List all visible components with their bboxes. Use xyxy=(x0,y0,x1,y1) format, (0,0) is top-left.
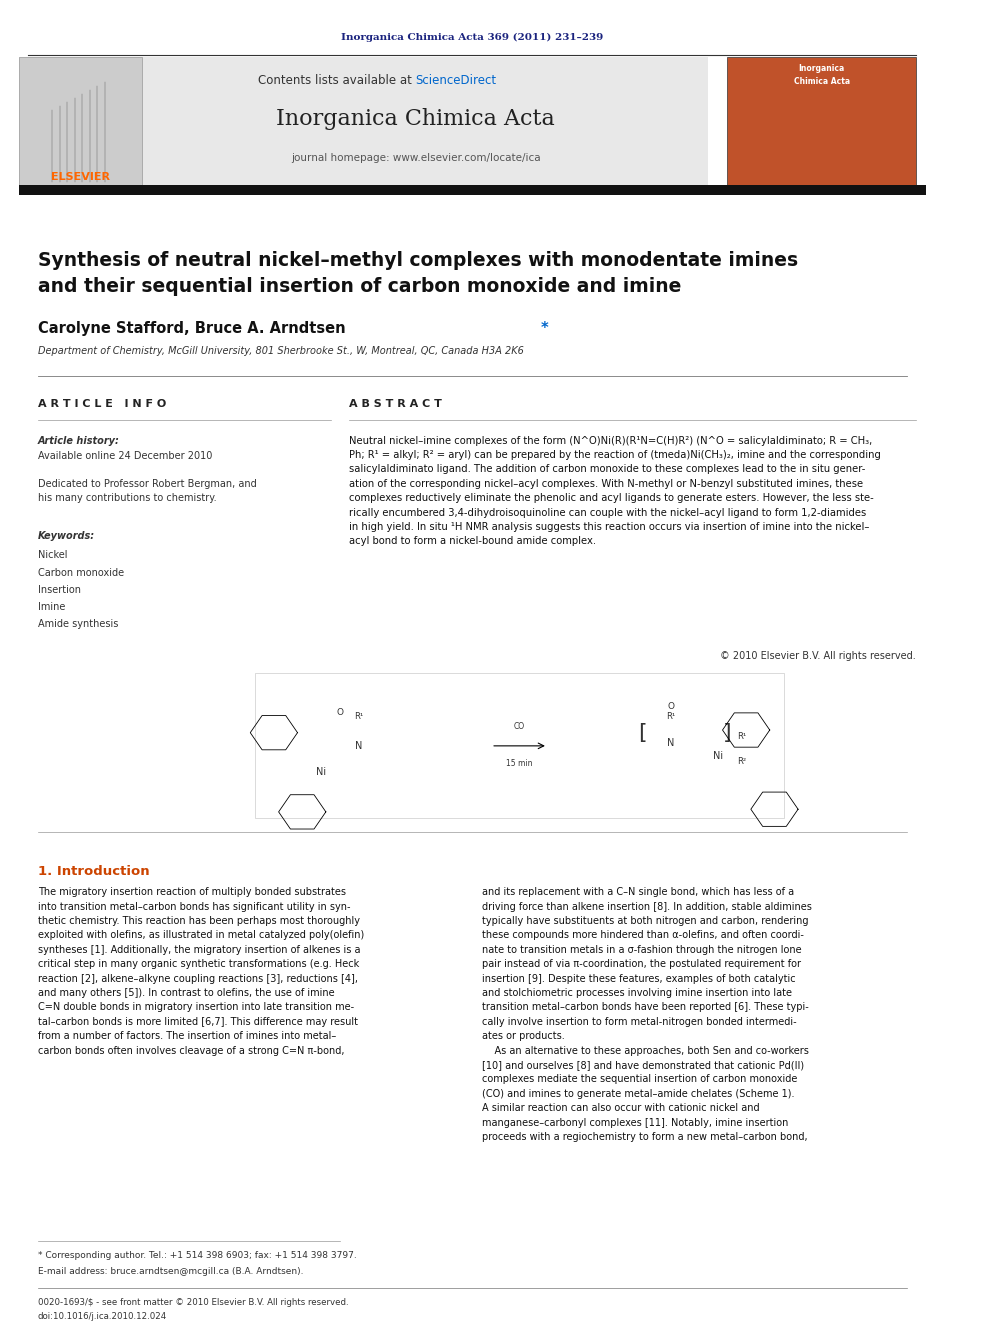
Bar xyxy=(19,57,142,189)
Text: *: * xyxy=(541,320,548,336)
Text: Inorganica Chimica Acta: Inorganica Chimica Acta xyxy=(276,107,555,130)
Text: and its replacement with a C–N single bond, which has less of a
driving force th: and its replacement with a C–N single bo… xyxy=(482,888,811,1142)
Text: Available online 24 December 2010: Available online 24 December 2010 xyxy=(38,451,212,462)
Text: Insertion: Insertion xyxy=(38,585,80,595)
Text: Ni: Ni xyxy=(712,751,723,762)
Text: Dedicated to Professor Robert Bergman, and
his many contributions to chemistry.: Dedicated to Professor Robert Bergman, a… xyxy=(38,479,257,503)
Bar xyxy=(727,57,917,189)
Text: N: N xyxy=(667,738,675,749)
Text: A R T I C L E   I N F O: A R T I C L E I N F O xyxy=(38,398,166,409)
Text: Carbon monoxide: Carbon monoxide xyxy=(38,568,124,578)
Text: journal homepage: www.elsevier.com/locate/ica: journal homepage: www.elsevier.com/locat… xyxy=(291,153,541,164)
Text: Carolyne Stafford, Bruce A. Arndtsen: Carolyne Stafford, Bruce A. Arndtsen xyxy=(38,320,350,336)
Text: Inorganica Chimica Acta 369 (2011) 231–239: Inorganica Chimica Acta 369 (2011) 231–2… xyxy=(341,32,603,41)
Text: CO: CO xyxy=(514,721,525,730)
Text: Nickel: Nickel xyxy=(38,550,67,561)
Text: 0020-1693/$ - see front matter © 2010 Elsevier B.V. All rights reserved.: 0020-1693/$ - see front matter © 2010 El… xyxy=(38,1298,348,1307)
Text: R¹: R¹ xyxy=(354,712,363,721)
Text: Contents lists available at: Contents lists available at xyxy=(258,74,416,87)
Text: [: [ xyxy=(638,722,647,742)
Text: doi:10.1016/j.ica.2010.12.024: doi:10.1016/j.ica.2010.12.024 xyxy=(38,1312,167,1322)
Text: Department of Chemistry, McGill University, 801 Sherbrooke St., W, Montreal, QC,: Department of Chemistry, McGill Universi… xyxy=(38,345,524,356)
Text: R¹: R¹ xyxy=(737,732,746,741)
Text: Article history:: Article history: xyxy=(38,435,120,446)
Text: ELSEVIER: ELSEVIER xyxy=(51,172,110,183)
Text: O: O xyxy=(336,708,343,717)
Text: Keywords:: Keywords: xyxy=(38,531,95,541)
Text: * Corresponding author. Tel.: +1 514 398 6903; fax: +1 514 398 3797.: * Corresponding author. Tel.: +1 514 398… xyxy=(38,1252,356,1261)
Text: Amide synthesis: Amide synthesis xyxy=(38,619,118,630)
Text: ]: ] xyxy=(723,722,731,742)
Text: ScienceDirect: ScienceDirect xyxy=(416,74,497,87)
Text: Ni: Ni xyxy=(316,767,326,778)
Text: Inorganica: Inorganica xyxy=(799,64,845,73)
Text: O: O xyxy=(667,701,675,710)
Text: Synthesis of neutral nickel–methyl complexes with monodentate imines
and their s: Synthesis of neutral nickel–methyl compl… xyxy=(38,251,798,296)
Text: 15 min: 15 min xyxy=(506,758,533,767)
Text: Imine: Imine xyxy=(38,602,65,613)
Text: A B S T R A C T: A B S T R A C T xyxy=(349,398,442,409)
Text: R¹: R¹ xyxy=(666,712,676,721)
Text: N: N xyxy=(355,741,363,751)
Text: The migratory insertion reaction of multiply bonded substrates
into transition m: The migratory insertion reaction of mult… xyxy=(38,888,364,1056)
Text: 1. Introduction: 1. Introduction xyxy=(38,865,150,877)
Bar xyxy=(19,57,708,189)
Text: R²: R² xyxy=(737,757,746,766)
Text: © 2010 Elsevier B.V. All rights reserved.: © 2010 Elsevier B.V. All rights reserved… xyxy=(720,651,917,660)
Bar xyxy=(19,185,926,196)
Text: Chimica Acta: Chimica Acta xyxy=(794,77,850,86)
Text: Neutral nickel–imine complexes of the form (N^O)Ni(R)(R¹N=C(H)R²) (N^O = salicyl: Neutral nickel–imine complexes of the fo… xyxy=(349,435,881,546)
Bar xyxy=(255,673,784,819)
Text: E-mail address: bruce.arndtsen@mcgill.ca (B.A. Arndtsen).: E-mail address: bruce.arndtsen@mcgill.ca… xyxy=(38,1267,304,1277)
